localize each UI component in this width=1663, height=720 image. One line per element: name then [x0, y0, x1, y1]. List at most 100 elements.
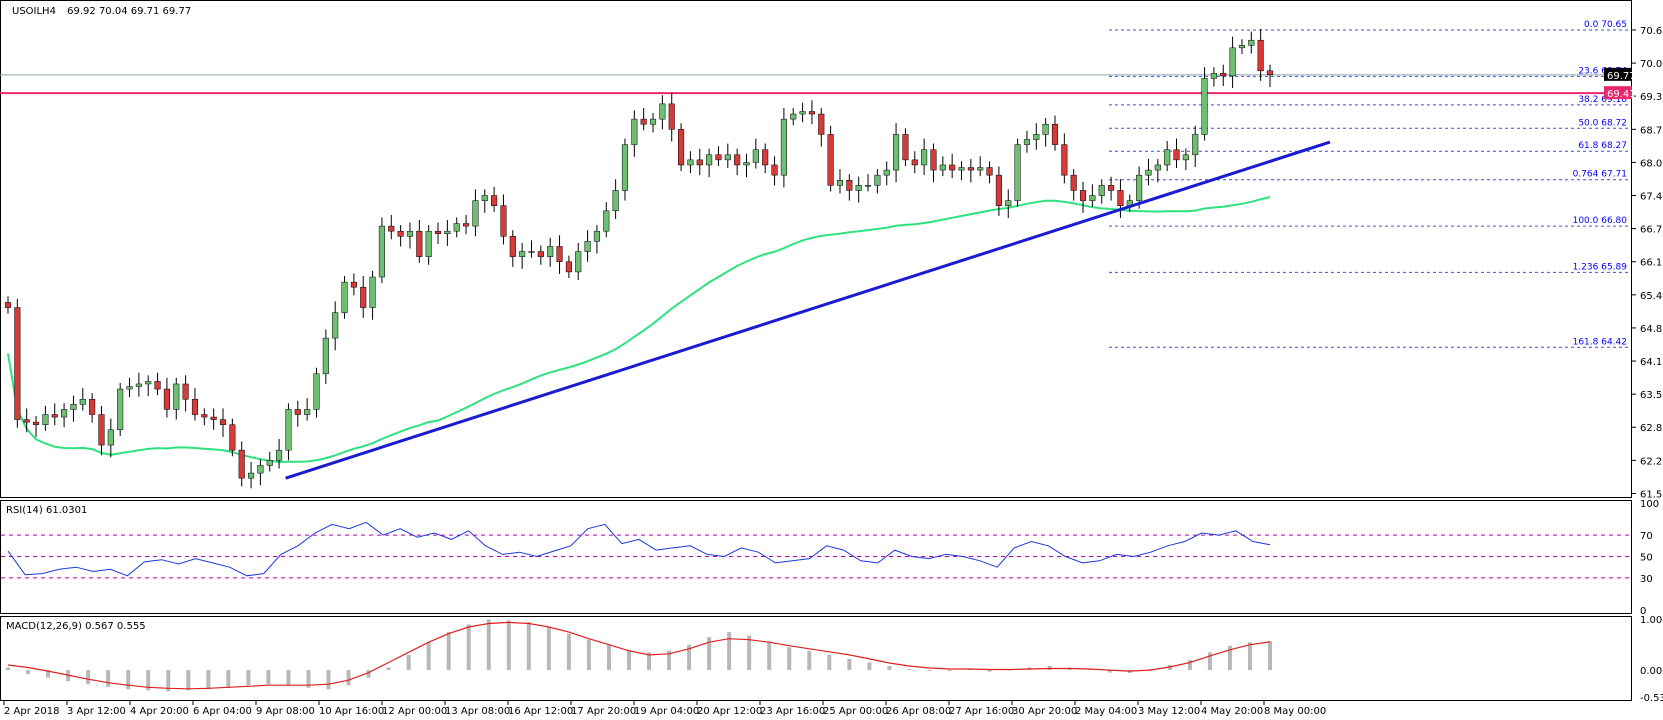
candle-body [743, 162, 750, 166]
symbol-header: USOILH4 69.92 70.04 69.71 69.77 [12, 6, 191, 17]
macd-histogram-bar [867, 662, 872, 671]
macd-histogram-bar [186, 670, 191, 691]
macd-histogram-bar [626, 649, 631, 671]
macd-histogram-bar [1107, 670, 1112, 673]
candle-body [621, 144, 629, 191]
fib-label: 0.764 67.71 [1573, 170, 1627, 180]
candle-body [575, 251, 582, 273]
macd-histogram-bar [827, 654, 832, 671]
symbol-label: USOILH4 [12, 6, 56, 17]
macd-histogram-bar [326, 670, 331, 690]
rsi-tick-label: 50 [1640, 553, 1653, 564]
candle-body [715, 154, 722, 161]
candle-body [584, 241, 591, 252]
candle-body [406, 230, 414, 237]
candle-body [191, 398, 199, 415]
x-tick-label: 4 May 20:00 [1201, 706, 1263, 717]
candle-body [434, 230, 442, 234]
candle-body [472, 200, 479, 227]
candle-body [1229, 47, 1236, 77]
macd-histogram-bar [386, 667, 391, 671]
candle-body [145, 381, 152, 385]
price-tick-label: 61.55 [1640, 489, 1663, 500]
candle-body [1154, 164, 1161, 171]
candle-body [500, 205, 507, 237]
price-tick-label: 64.15 [1640, 357, 1663, 368]
candle-body [799, 111, 806, 115]
x-tick-label: 13 Apr 08:00 [445, 706, 510, 717]
candle-body [135, 383, 142, 387]
macd-histogram-bar [807, 650, 812, 671]
candle-body [294, 409, 301, 415]
candle-body [378, 225, 385, 278]
candle-body [51, 414, 58, 418]
price-tick-label: 62.85 [1640, 423, 1663, 434]
price-pane [0, 0, 1632, 498]
macd-histogram-bar [446, 632, 451, 671]
candle-body [762, 149, 769, 166]
macd-histogram-bar [787, 647, 792, 671]
resistance-price-tag [1604, 86, 1632, 100]
candle-body [921, 149, 928, 166]
candle-body [706, 154, 713, 166]
candle-body [98, 414, 105, 446]
candle-body [958, 167, 965, 171]
rsi-tick-label: 70 [1640, 531, 1653, 542]
candle-body [930, 149, 937, 171]
candle-body [1005, 200, 1012, 206]
macd-tick-label: -0.532 [1640, 693, 1663, 704]
candle-body [949, 164, 956, 171]
candle-body [696, 159, 703, 166]
macd-histogram-bar [106, 670, 111, 687]
rsi-tick-label: 30 [1640, 574, 1653, 585]
macd-tick-label: 1.008 [1640, 615, 1663, 626]
x-tick-label: 25 Apr 00:00 [823, 706, 888, 717]
candle-body [808, 111, 815, 115]
price-tick-label: 68.70 [1640, 125, 1663, 136]
price-tick-label: 63.50 [1640, 390, 1663, 401]
macd-histogram-bar [1207, 652, 1212, 671]
macd-histogram-bar [647, 652, 652, 671]
price-tick-label: 70.00 [1640, 59, 1663, 70]
macd-histogram-bar [346, 670, 351, 686]
candle-body [257, 465, 264, 474]
rsi-line [7, 521, 1271, 577]
candle-body [4, 302, 12, 308]
candle-body [939, 164, 946, 171]
candle-body [1070, 174, 1077, 191]
candle-body [519, 251, 526, 257]
candle-body [556, 246, 563, 262]
candle-body [864, 185, 872, 187]
candle-body [678, 129, 685, 166]
candle-body [1061, 144, 1068, 176]
candle-body [360, 286, 367, 308]
macd-histogram-bar [206, 670, 211, 690]
macd-histogram-bar [947, 670, 952, 672]
moving-average-line [7, 196, 1271, 464]
macd-histogram-bar [1268, 641, 1272, 671]
candle-body [126, 386, 133, 390]
macd-histogram-bar [286, 670, 291, 686]
macd-histogram-bar [166, 670, 171, 692]
macd-histogram-bar [486, 619, 491, 671]
x-tick-label: 30 Apr 20:00 [1012, 706, 1077, 717]
candle-body [649, 118, 657, 125]
macd-histogram-bar [466, 624, 471, 671]
candle-body [117, 388, 124, 431]
rsi-label: RSI(14) 61.0301 [6, 505, 87, 516]
candle-body [79, 398, 86, 405]
macd-histogram-bar [146, 670, 151, 691]
candle-body [724, 154, 731, 161]
rsi-tick-label: 0 [1640, 606, 1646, 617]
candle-body [154, 381, 161, 390]
macd-histogram-bar [26, 670, 31, 675]
candle-body [902, 134, 909, 161]
macd-histogram-bar [987, 670, 992, 672]
candle-body [967, 167, 974, 171]
candle-body [42, 414, 49, 425]
candle-body [911, 159, 918, 166]
x-tick-label: 27 Apr 16:00 [949, 706, 1014, 717]
macd-histogram-bar [46, 670, 51, 678]
x-tick-label: 8 May 00:00 [1264, 706, 1326, 717]
x-tick-label: 2 May 04:00 [1075, 706, 1137, 717]
